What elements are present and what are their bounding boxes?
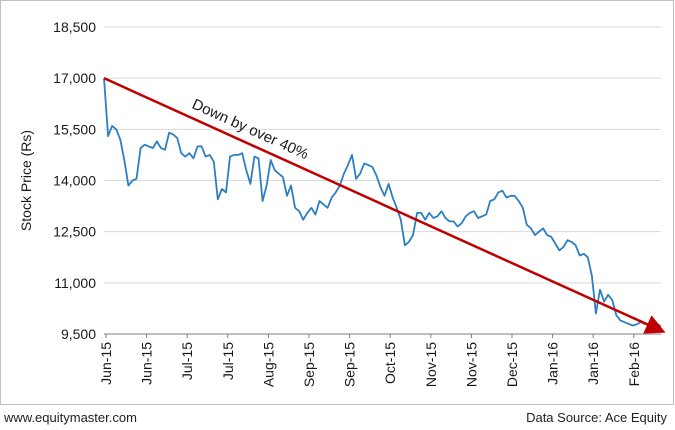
y-tick-label: 15,500 bbox=[53, 121, 96, 137]
y-tick-label: 12,500 bbox=[53, 224, 96, 240]
stock-price-line bbox=[103, 78, 662, 328]
x-tick-label: Oct-15 bbox=[382, 342, 398, 384]
chart-frame: Down by over 40% 9,500 11,000 12,500 14,000… bbox=[0, 0, 674, 405]
y-tick-label: 14,000 bbox=[53, 173, 96, 189]
x-tick-label: Aug-15 bbox=[260, 342, 276, 387]
x-tick-label: Feb-16 bbox=[626, 342, 642, 387]
x-tick-label: Jul-15 bbox=[220, 342, 236, 380]
y-tick-label: 11,000 bbox=[54, 275, 96, 291]
axes bbox=[104, 333, 661, 338]
x-tick-label: Jan-16 bbox=[545, 342, 561, 385]
y-tick-label: 17,000 bbox=[53, 70, 96, 86]
x-tick-label: Nov-15 bbox=[463, 342, 479, 387]
y-tick-label: 9,500 bbox=[61, 326, 96, 342]
labels-layer: 9,500 11,000 12,500 14,000 15,500 17,000 18,50… bbox=[18, 19, 642, 387]
x-tick-label: Jan-16 bbox=[585, 342, 601, 385]
x-tick-label: Dec-15 bbox=[504, 342, 520, 387]
y-tick-label: 18,500 bbox=[53, 19, 96, 35]
x-tick-label: Jun-15 bbox=[139, 342, 155, 385]
gridlines bbox=[104, 26, 661, 284]
website-footer: www.equitymaster.com bbox=[4, 410, 137, 425]
x-tick-label: Sep-15 bbox=[301, 342, 317, 387]
x-tick-label: Sep-15 bbox=[342, 342, 358, 387]
stock-price-chart: Down by over 40% 9,500 11,000 12,500 14,000… bbox=[18, 19, 666, 387]
data-source-footer: Data Source: Ace Equity bbox=[526, 410, 667, 425]
y-axis-title: Stock Price (Rs) bbox=[18, 130, 34, 231]
trend-arrow bbox=[103, 77, 666, 334]
x-tick-label: Nov-15 bbox=[423, 342, 439, 387]
x-tick-label: Jul-15 bbox=[179, 342, 195, 380]
x-tick-label: Jun-15 bbox=[98, 342, 114, 385]
series-layer bbox=[103, 78, 662, 328]
trend-layer: Down by over 40% bbox=[103, 77, 666, 334]
